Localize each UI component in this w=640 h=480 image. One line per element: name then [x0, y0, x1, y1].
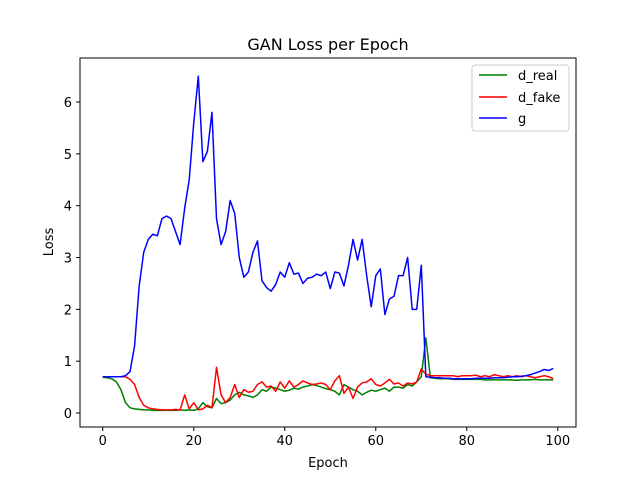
legend-label-g: g	[518, 112, 526, 127]
series-line-d-fake	[102, 366, 554, 411]
y-tick-label: 3	[64, 252, 72, 267]
y-tick-label: 6	[64, 96, 72, 111]
x-tick-label: 0	[99, 434, 107, 449]
x-tick-label: 20	[185, 434, 202, 449]
x-tick-label: 80	[459, 434, 476, 449]
x-tick-label: 40	[276, 434, 293, 449]
legend-box	[471, 64, 570, 132]
series-line-d-real	[102, 337, 554, 412]
x-tick-label: 60	[368, 434, 385, 449]
series-line-g	[102, 75, 554, 380]
y-tick-label: 4	[64, 200, 72, 215]
y-tick-label: 1	[64, 355, 72, 370]
legend-label-d-real: d_real	[518, 69, 557, 84]
y-axis: 0 1 2 3 4 5 6	[64, 96, 80, 422]
y-tick-label: 0	[64, 407, 72, 422]
x-tick-label: 100	[545, 434, 570, 449]
x-axis-label: Epoch	[308, 456, 348, 471]
y-tick-label: 2	[64, 303, 72, 318]
chart-title: GAN Loss per Epoch	[247, 35, 408, 54]
x-axis: 0 20 40 60 80 100	[99, 427, 570, 449]
legend-label-d-fake: d_fake	[518, 91, 560, 106]
y-axis-label: Loss	[42, 228, 57, 257]
series-layer	[102, 75, 554, 412]
legend: d_real d_fake g	[471, 64, 570, 132]
plot-frame	[79, 57, 577, 428]
y-tick-label: 5	[64, 148, 72, 163]
